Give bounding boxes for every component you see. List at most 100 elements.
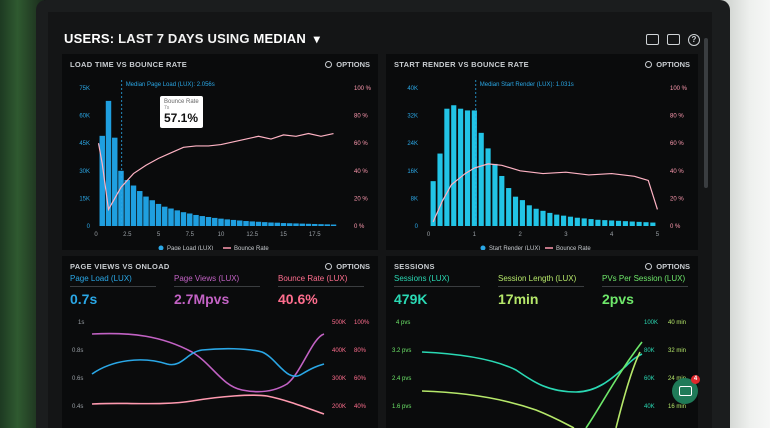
x-tick: 2 xyxy=(518,232,522,238)
bar xyxy=(567,216,574,226)
x-tick: 1 xyxy=(473,232,477,238)
y-left-tick: 1.6 pvs xyxy=(392,404,411,410)
gear-icon xyxy=(325,61,333,68)
title-prefix: USERS: xyxy=(64,31,115,46)
metric-value: 479K xyxy=(394,291,428,307)
options-button[interactable]: OPTIONS xyxy=(325,60,370,69)
bar xyxy=(255,221,262,226)
bar xyxy=(305,223,312,226)
monitor-icon[interactable] xyxy=(646,34,659,45)
y-mid-tick: 60K xyxy=(644,376,655,382)
y-right-tick: 16 min xyxy=(668,404,686,410)
bar xyxy=(193,214,199,226)
chevron-down-icon[interactable]: ▾ xyxy=(313,32,320,46)
bar xyxy=(574,217,580,226)
y-left-tick: 30K xyxy=(79,169,90,175)
session-length-line xyxy=(421,390,575,428)
x-tick: 0 xyxy=(94,232,98,238)
help-icon[interactable]: ? xyxy=(688,34,700,46)
x-tick: 4 xyxy=(610,232,614,238)
legend-label: Bounce Rate xyxy=(556,246,591,250)
x-tick: 7.5 xyxy=(186,232,195,238)
x-tick: 10 xyxy=(218,232,225,238)
bar xyxy=(99,135,105,226)
metric-label: Page Views (LUX) xyxy=(174,274,260,287)
legend-label: Start Render (LUX) xyxy=(489,246,540,250)
bar xyxy=(168,208,174,226)
scrollbar[interactable] xyxy=(704,38,708,188)
bar xyxy=(547,212,553,226)
bar xyxy=(437,153,443,226)
bounce-rate-line xyxy=(91,394,325,415)
y-left-tick: 0.8s xyxy=(72,348,83,354)
y-mid-tick: 200K xyxy=(332,404,346,410)
bar xyxy=(124,180,130,226)
y-right-tick: 40 % xyxy=(670,169,684,175)
bar xyxy=(561,215,567,226)
chat-button[interactable]: 4 xyxy=(672,375,700,404)
bar xyxy=(268,222,274,226)
x-tick: 5 xyxy=(656,232,660,238)
tooltip-value: 57.1% xyxy=(164,111,199,125)
options-label: OPTIONS xyxy=(336,262,370,271)
page-views-line xyxy=(91,332,325,393)
options-label: OPTIONS xyxy=(336,60,370,69)
bar xyxy=(174,210,180,226)
bar xyxy=(636,221,642,226)
y-right-tick: 80% xyxy=(354,348,367,354)
legend-swatch-bars xyxy=(158,245,164,250)
chat-icon xyxy=(679,386,692,396)
notification-badge: 4 xyxy=(691,375,700,384)
y-right-tick: 32 min xyxy=(668,348,686,354)
bar xyxy=(492,163,498,226)
y-right-tick: 40 min xyxy=(668,320,686,326)
bar xyxy=(143,196,149,226)
bar xyxy=(130,185,137,226)
bar xyxy=(287,223,293,226)
y-left-tick: 0 xyxy=(87,224,91,230)
image-icon[interactable] xyxy=(667,34,680,45)
metric-session-length: Session Length (LUX) 17min xyxy=(498,274,584,307)
options-label: OPTIONS xyxy=(656,60,690,69)
y-left-tick: 32K xyxy=(407,114,418,120)
bar xyxy=(609,220,615,226)
panel-title: START RENDER VS BOUNCE RATE xyxy=(394,60,529,69)
y-mid-tick: 100K xyxy=(644,320,658,326)
y-right-tick: 40% xyxy=(354,404,367,410)
bar xyxy=(137,191,143,226)
y-left-tick: 1s xyxy=(78,320,84,326)
bar xyxy=(458,108,464,226)
y-left-tick: 4 pvs xyxy=(396,320,410,326)
y-mid-tick: 500K xyxy=(332,320,346,326)
options-button[interactable]: OPTIONS xyxy=(325,262,370,271)
metric-label: Session Length (LUX) xyxy=(498,274,584,287)
bar xyxy=(112,137,118,226)
bar xyxy=(512,196,519,226)
bar xyxy=(243,221,249,226)
options-button[interactable]: OPTIONS xyxy=(645,60,690,69)
metric-value: 0.7s xyxy=(70,291,98,307)
y-right-tick: 20 % xyxy=(670,196,684,202)
bar xyxy=(533,208,539,226)
bar xyxy=(330,224,337,226)
bar xyxy=(205,216,212,226)
y-left-tick: 0.6s xyxy=(72,376,83,382)
y-left-tick: 24K xyxy=(407,141,418,147)
bar xyxy=(581,218,587,226)
bar xyxy=(588,219,594,226)
page-title[interactable]: USERS: LAST 7 DAYS USING MEDIAN ▾ xyxy=(64,31,320,46)
gear-icon xyxy=(325,263,333,270)
x-tick: 12.5 xyxy=(246,232,258,238)
y-left-tick: 15K xyxy=(79,196,90,202)
y-left-tick: 0 xyxy=(415,224,419,230)
sessions-line xyxy=(421,351,643,393)
median-label: Median Start Render (LUX): 1.031s xyxy=(480,82,574,88)
y-right-tick: 80 % xyxy=(354,114,368,120)
bar xyxy=(212,217,218,226)
y-left-tick: 45K xyxy=(79,141,90,147)
bar xyxy=(451,105,457,226)
bar xyxy=(499,175,505,226)
x-tick: 15 xyxy=(280,232,287,238)
options-button[interactable]: OPTIONS xyxy=(645,262,690,271)
bar xyxy=(506,188,512,226)
